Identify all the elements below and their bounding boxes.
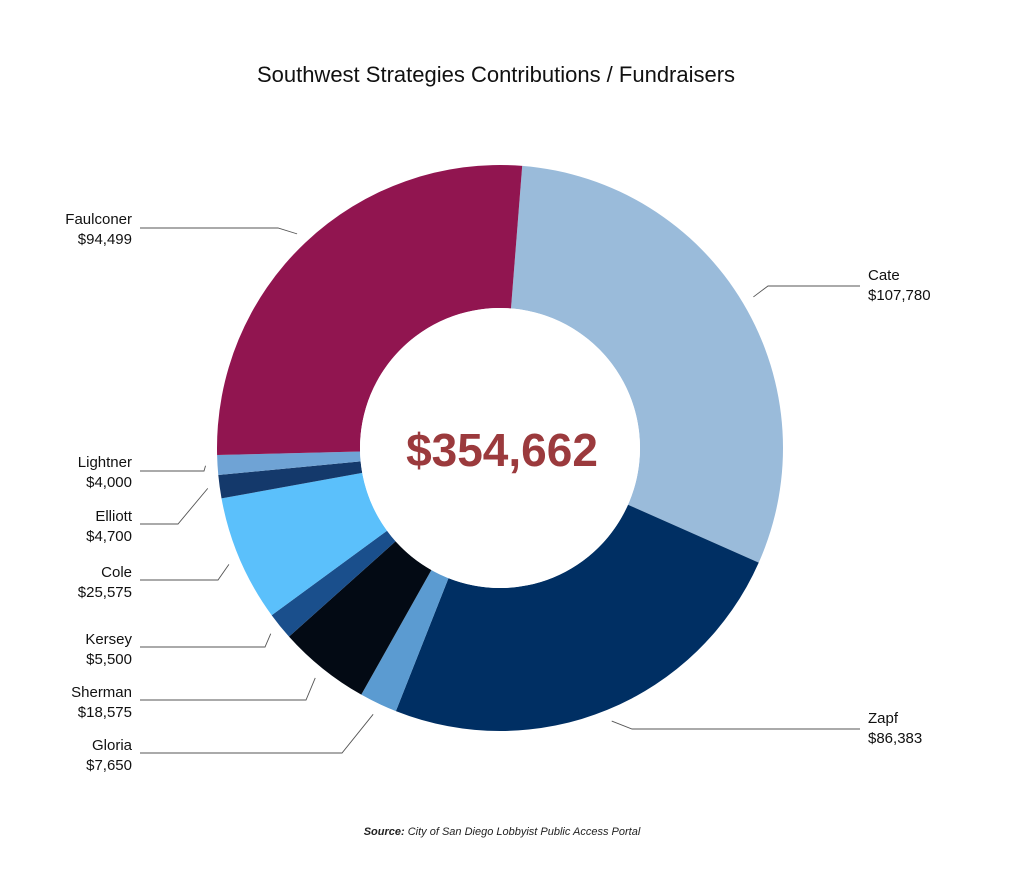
slice-value: $18,575 xyxy=(78,704,132,721)
leader-line-lightner xyxy=(140,465,206,472)
chart-title: Southwest Strategies Contributions / Fun… xyxy=(256,62,736,87)
leader-line-zapf xyxy=(611,720,860,730)
leader-line-cate xyxy=(753,285,860,298)
leader-line-sherman xyxy=(140,677,316,701)
source-label: Source: xyxy=(363,826,405,838)
slice-label-kersey: Kersey $5,500 xyxy=(85,631,132,668)
slice-cate xyxy=(510,165,784,563)
center-total-label: $354,662 xyxy=(406,424,598,476)
slice-name: Sherman xyxy=(71,684,132,701)
labels-group: Cate $107,780 Zapf $86,383 Gloria $7,650 Sherm… xyxy=(65,211,930,774)
slice-zapf xyxy=(395,504,759,731)
leader-line-elliott xyxy=(140,488,209,525)
slice-value: $4,700 xyxy=(86,528,132,545)
slice-label-gloria: Gloria $7,650 xyxy=(86,737,133,774)
slice-cole xyxy=(221,472,388,616)
slice-elliott xyxy=(218,461,363,499)
slice-name: Kersey xyxy=(85,631,132,648)
slice-name: Zapf xyxy=(868,710,899,727)
leader-lines-group xyxy=(140,227,860,754)
slice-label-cole: Cole $25,575 xyxy=(78,564,132,601)
slice-label-lightner: Lightner $4,000 xyxy=(78,454,132,491)
slice-label-elliott: Elliott $4,700 xyxy=(86,508,133,545)
slice-name: Lightner xyxy=(78,454,132,471)
leader-line-kersey xyxy=(140,633,272,648)
slice-name: Cole xyxy=(101,564,132,581)
slice-lightner xyxy=(217,451,361,476)
slice-value: $5,500 xyxy=(86,651,132,668)
leader-line-faulconer xyxy=(140,227,298,235)
slice-label-faulconer: Faulconer $94,499 xyxy=(65,211,132,248)
donut-hole xyxy=(360,308,640,588)
slice-value: $107,780 xyxy=(868,287,931,304)
slice-gloria xyxy=(361,570,449,712)
slice-sherman xyxy=(289,541,432,695)
slices-group xyxy=(217,164,784,731)
leader-line-cole xyxy=(140,564,230,581)
slice-kersey xyxy=(271,530,396,637)
slice-value: $86,383 xyxy=(868,730,922,747)
slice-label-cate: Cate $107,780 xyxy=(868,267,931,304)
slice-value: $4,000 xyxy=(86,474,132,491)
slice-label-sherman: Sherman $18,575 xyxy=(71,684,132,721)
leader-line-gloria xyxy=(140,714,374,754)
slice-value: $7,650 xyxy=(86,757,132,774)
slice-value: $25,575 xyxy=(78,584,132,601)
slice-label-zapf: Zapf $86,383 xyxy=(868,710,922,747)
slice-name: Gloria xyxy=(92,737,133,754)
slice-name: Faulconer xyxy=(65,211,132,228)
slice-name: Elliott xyxy=(95,508,133,525)
slice-value: $94,499 xyxy=(78,231,132,248)
source-text: City of San Diego Lobbyist Public Access… xyxy=(407,826,641,838)
source-note: Source: City of San Diego Lobbyist Publi… xyxy=(0,826,1004,838)
slice-faulconer xyxy=(217,164,523,456)
slice-name: Cate xyxy=(868,267,900,284)
